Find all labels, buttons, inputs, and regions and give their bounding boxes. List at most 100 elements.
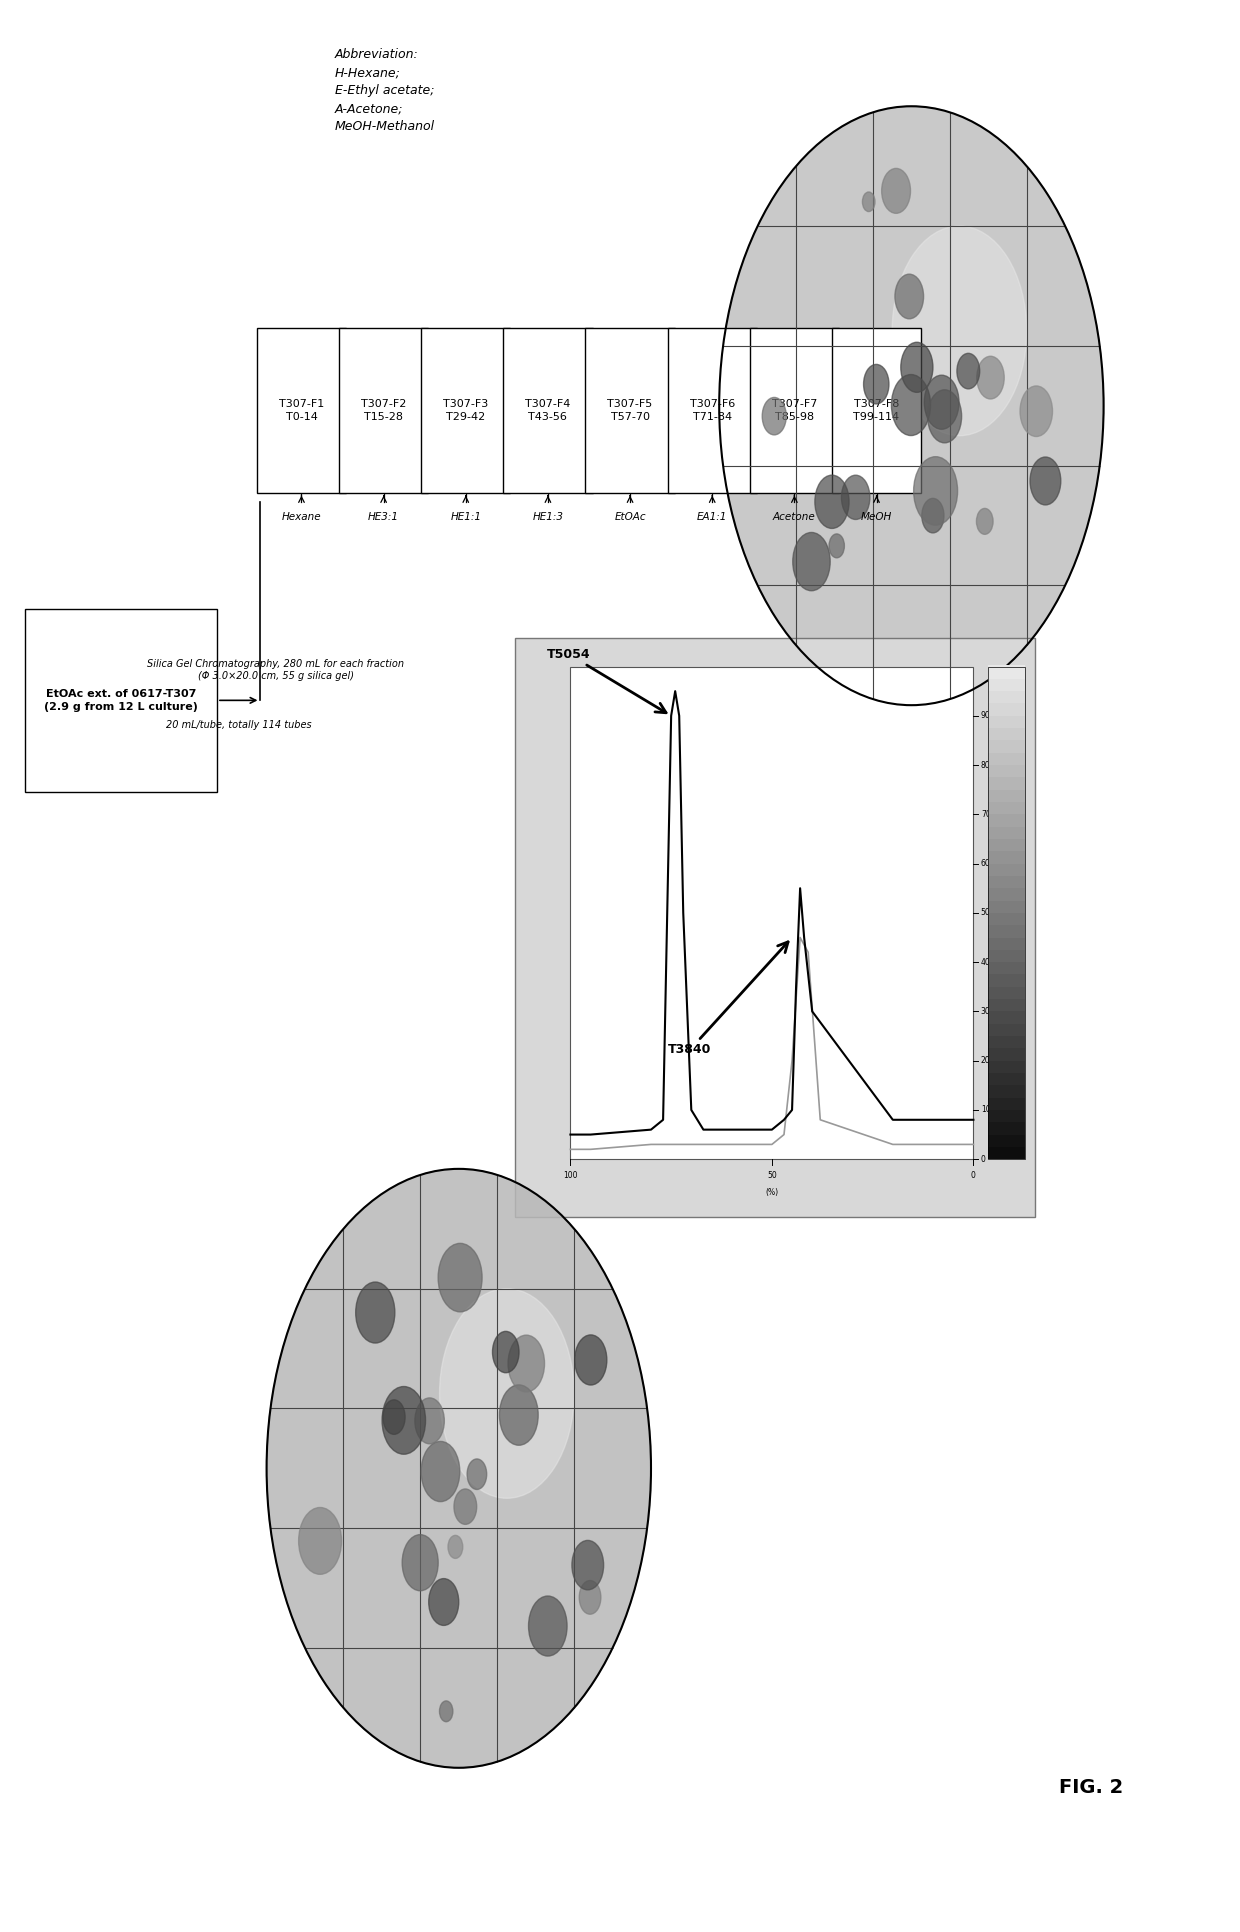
Circle shape [928, 390, 962, 442]
FancyBboxPatch shape [750, 328, 839, 493]
FancyBboxPatch shape [988, 665, 1025, 678]
FancyBboxPatch shape [988, 1146, 1025, 1159]
FancyBboxPatch shape [988, 1107, 1025, 1122]
FancyBboxPatch shape [988, 1132, 1025, 1148]
Text: Abbreviation:
H-Hexane;
E-Ethyl acetate;
A-Acetone;
MeOH-Methanol: Abbreviation: H-Hexane; E-Ethyl acetate;… [335, 48, 435, 133]
Circle shape [977, 355, 1004, 400]
FancyBboxPatch shape [988, 825, 1025, 838]
Text: FIG. 2: FIG. 2 [1059, 1777, 1123, 1797]
Circle shape [467, 1459, 487, 1490]
FancyBboxPatch shape [988, 1084, 1025, 1097]
Text: (%): (%) [765, 1188, 779, 1198]
Text: T307-F3
T29-42: T307-F3 T29-42 [443, 398, 489, 423]
Circle shape [508, 1335, 544, 1391]
FancyBboxPatch shape [988, 1095, 1025, 1109]
Circle shape [383, 1401, 405, 1434]
FancyBboxPatch shape [988, 726, 1025, 740]
Circle shape [976, 508, 993, 535]
FancyBboxPatch shape [988, 676, 1025, 692]
FancyBboxPatch shape [988, 910, 1025, 925]
FancyBboxPatch shape [988, 949, 1025, 962]
Circle shape [924, 375, 959, 429]
FancyBboxPatch shape [988, 1121, 1025, 1134]
Text: T307-F4
T43-56: T307-F4 T43-56 [526, 398, 570, 423]
FancyBboxPatch shape [339, 328, 428, 493]
FancyBboxPatch shape [667, 328, 756, 493]
FancyBboxPatch shape [988, 738, 1025, 753]
Circle shape [815, 475, 849, 529]
Text: 90: 90 [981, 711, 991, 721]
FancyBboxPatch shape [25, 609, 217, 792]
Text: T5054: T5054 [547, 647, 666, 713]
FancyBboxPatch shape [503, 328, 593, 493]
Text: HE1:3: HE1:3 [532, 512, 563, 522]
FancyBboxPatch shape [988, 775, 1025, 790]
Circle shape [438, 1244, 482, 1312]
FancyBboxPatch shape [988, 935, 1025, 951]
FancyBboxPatch shape [585, 328, 675, 493]
FancyBboxPatch shape [988, 898, 1025, 912]
Text: 80: 80 [981, 761, 991, 769]
Circle shape [572, 1540, 604, 1590]
Circle shape [763, 398, 786, 435]
Circle shape [719, 106, 1104, 705]
Text: HE3:1: HE3:1 [368, 512, 399, 522]
Text: T307-F6
T71-84: T307-F6 T71-84 [689, 398, 735, 423]
FancyBboxPatch shape [988, 690, 1025, 703]
FancyBboxPatch shape [988, 837, 1025, 852]
Circle shape [402, 1534, 438, 1590]
FancyBboxPatch shape [988, 985, 1025, 999]
Circle shape [579, 1580, 601, 1615]
Circle shape [921, 498, 944, 533]
Text: 0: 0 [981, 1155, 986, 1163]
Text: MeOH: MeOH [861, 512, 892, 522]
Circle shape [892, 375, 930, 435]
Text: EA1:1: EA1:1 [697, 512, 728, 522]
Text: Acetone: Acetone [773, 512, 816, 522]
FancyBboxPatch shape [988, 1009, 1025, 1024]
Circle shape [439, 1700, 453, 1721]
Circle shape [356, 1283, 394, 1343]
Circle shape [299, 1507, 341, 1575]
FancyBboxPatch shape [988, 701, 1025, 715]
Circle shape [895, 274, 924, 319]
FancyBboxPatch shape [988, 923, 1025, 937]
Text: T307-F5
T57-70: T307-F5 T57-70 [608, 398, 652, 423]
Circle shape [957, 354, 980, 388]
FancyBboxPatch shape [988, 997, 1025, 1010]
Text: T307-F8
T99-114: T307-F8 T99-114 [853, 398, 899, 423]
FancyBboxPatch shape [988, 850, 1025, 864]
Text: 50: 50 [981, 908, 991, 918]
Text: 20: 20 [981, 1057, 991, 1065]
Circle shape [267, 1169, 651, 1768]
FancyBboxPatch shape [988, 873, 1025, 889]
FancyBboxPatch shape [570, 667, 973, 1159]
FancyBboxPatch shape [988, 788, 1025, 802]
Text: HE1:1: HE1:1 [450, 512, 481, 522]
FancyBboxPatch shape [515, 638, 1035, 1217]
Circle shape [830, 533, 844, 558]
Text: 10: 10 [981, 1105, 991, 1115]
Circle shape [882, 168, 910, 213]
FancyBboxPatch shape [988, 862, 1025, 875]
Text: 60: 60 [981, 860, 991, 867]
Text: 100: 100 [563, 1171, 578, 1180]
FancyBboxPatch shape [988, 972, 1025, 987]
Circle shape [792, 533, 830, 591]
Text: 0: 0 [971, 1171, 976, 1180]
Text: 30: 30 [981, 1007, 991, 1016]
Text: Hexane: Hexane [281, 512, 321, 522]
Circle shape [440, 1289, 574, 1499]
Text: T307-F7
T85-98: T307-F7 T85-98 [771, 398, 817, 423]
Text: T3840: T3840 [668, 943, 789, 1057]
Circle shape [842, 475, 869, 520]
Circle shape [1030, 458, 1060, 504]
FancyBboxPatch shape [832, 328, 921, 493]
FancyBboxPatch shape [988, 800, 1025, 815]
FancyBboxPatch shape [988, 1059, 1025, 1072]
Circle shape [492, 1331, 520, 1374]
FancyBboxPatch shape [988, 1047, 1025, 1061]
Circle shape [382, 1387, 425, 1455]
Text: T307-F2
T15-28: T307-F2 T15-28 [361, 398, 407, 423]
Circle shape [429, 1578, 459, 1625]
